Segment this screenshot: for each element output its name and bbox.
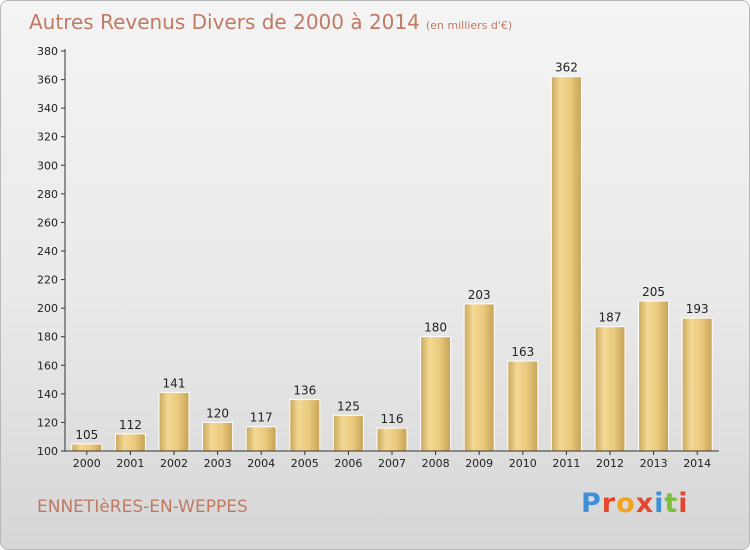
bar bbox=[202, 421, 234, 452]
logo-letter: P bbox=[581, 488, 602, 519]
y-tick-label: 260 bbox=[37, 216, 58, 229]
bar-value-label: 120 bbox=[206, 406, 229, 420]
y-tick-label: 320 bbox=[37, 131, 58, 144]
x-axis: 2000 2001 2002 2003 2004 2005 2006 2007 2008 2009… bbox=[65, 450, 719, 470]
logo-letter: o bbox=[616, 488, 636, 519]
x-tick-label: 2002 bbox=[160, 457, 188, 470]
bar bbox=[507, 360, 539, 452]
chart-title-unit: (en milliers d'€) bbox=[425, 19, 513, 32]
bar-value-label: 203 bbox=[468, 288, 491, 302]
bar bbox=[550, 76, 582, 452]
bar-value-label: 362 bbox=[555, 61, 578, 75]
bar-value-label: 112 bbox=[119, 418, 142, 432]
bar bbox=[594, 326, 626, 452]
y-tick-label: 220 bbox=[37, 274, 58, 287]
bar-value-label: 187 bbox=[599, 311, 622, 325]
bar bbox=[681, 317, 713, 452]
logo-letter: t bbox=[664, 488, 679, 519]
x-tick-label: 2009 bbox=[465, 457, 493, 470]
chart-title: Autres Revenus Divers de 2000 à 2014 (en … bbox=[29, 10, 512, 34]
bar-value-label: 116 bbox=[381, 412, 404, 426]
bar bbox=[638, 300, 670, 452]
bar-value-label: 136 bbox=[293, 384, 316, 398]
bar bbox=[289, 399, 321, 452]
x-tick-label: 2011 bbox=[552, 457, 580, 470]
bar bbox=[420, 336, 452, 452]
bar-value-label: 105 bbox=[75, 428, 98, 442]
y-tick-label: 180 bbox=[37, 331, 58, 344]
y-tick-label: 380 bbox=[37, 45, 58, 58]
x-tick-label: 2010 bbox=[509, 457, 537, 470]
x-tick-label: 2013 bbox=[640, 457, 668, 470]
x-tick-label: 2005 bbox=[291, 457, 319, 470]
logo-letter: i bbox=[654, 488, 665, 519]
y-tick-label: 340 bbox=[37, 102, 58, 115]
logo-letter: i bbox=[678, 488, 689, 519]
bar bbox=[463, 303, 495, 452]
location-name: ENNETIèRES-EN-WEPPES bbox=[37, 497, 248, 517]
bar bbox=[71, 443, 103, 452]
y-tick-label: 120 bbox=[37, 416, 58, 429]
y-tick-label: 100 bbox=[37, 445, 58, 458]
logo-letter: r bbox=[601, 488, 617, 519]
bar bbox=[245, 426, 277, 452]
bar bbox=[376, 427, 408, 452]
y-tick-label: 140 bbox=[37, 388, 58, 401]
chart-title-main: Autres Revenus Divers de 2000 à 2014 bbox=[29, 10, 420, 34]
bar bbox=[114, 433, 146, 452]
y-tick-label: 240 bbox=[37, 245, 58, 258]
bar-value-label: 125 bbox=[337, 399, 360, 413]
x-tick-label: 2000 bbox=[73, 457, 101, 470]
x-tick-label: 2008 bbox=[422, 457, 450, 470]
bar-value-label: 141 bbox=[163, 376, 186, 390]
x-tick-label: 2007 bbox=[378, 457, 406, 470]
x-tick-label: 2004 bbox=[247, 457, 275, 470]
x-tick-label: 2012 bbox=[596, 457, 624, 470]
bar bbox=[158, 391, 190, 452]
y-tick-label: 200 bbox=[37, 302, 58, 315]
proxiti-logo: Proxiti bbox=[581, 488, 689, 519]
bar-value-label: 193 bbox=[686, 302, 709, 316]
logo-letter: x bbox=[635, 488, 655, 519]
x-tick-label: 2014 bbox=[683, 457, 711, 470]
bar-value-label: 205 bbox=[642, 285, 665, 299]
x-tick-label: 2001 bbox=[116, 457, 144, 470]
y-axis: 100 120 140 160 180 200 220 240 260 280 300 320 340 3… bbox=[37, 45, 66, 458]
x-tick-label: 2006 bbox=[334, 457, 362, 470]
y-tick-label: 300 bbox=[37, 159, 58, 172]
bar-value-label: 163 bbox=[511, 345, 534, 359]
bar bbox=[332, 414, 364, 452]
y-tick-label: 280 bbox=[37, 188, 58, 201]
bar-value-label: 180 bbox=[424, 321, 447, 335]
y-tick-label: 360 bbox=[37, 74, 58, 87]
bars: 105 112 141 120 117 136 125 116 180 203 163 362 187 2… bbox=[71, 61, 713, 452]
y-tick-label: 160 bbox=[37, 359, 58, 372]
x-tick-label: 2003 bbox=[204, 457, 232, 470]
bar-value-label: 117 bbox=[250, 411, 273, 425]
